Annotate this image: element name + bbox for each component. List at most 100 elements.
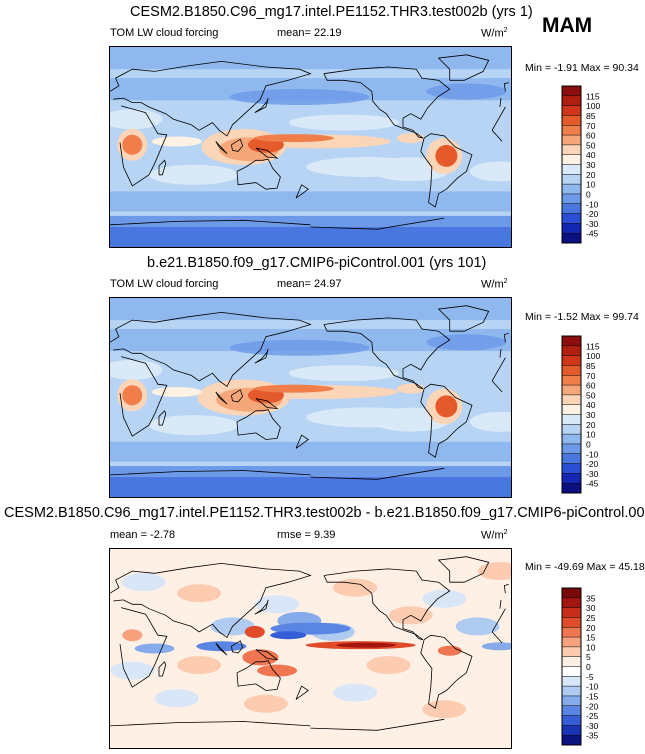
coastline	[503, 333, 509, 343]
field-patch	[121, 573, 166, 592]
colorbar-label: 100	[586, 351, 600, 361]
field-patch	[122, 134, 143, 155]
colorbar-label: -15	[586, 691, 599, 701]
colorbar-label: 10	[586, 430, 596, 440]
colorbar-label: 35	[586, 593, 596, 603]
coastline	[255, 147, 279, 159]
field-patch	[110, 661, 155, 680]
colorbar-label: 30	[586, 410, 596, 420]
colorbar-label: 115	[586, 341, 600, 351]
colorbar-label: 60	[586, 381, 596, 391]
colorbar-box	[562, 627, 581, 638]
colorbar-label: 10	[586, 180, 596, 190]
field-patch	[396, 133, 425, 144]
colorbar-label: 20	[586, 420, 596, 430]
panel-2-map	[109, 297, 512, 498]
colorbar-box	[562, 144, 581, 155]
colorbar-label: 25	[586, 613, 596, 623]
field-patch	[257, 664, 298, 677]
field-band	[110, 47, 511, 70]
colorbar-box	[562, 213, 581, 224]
field-patch	[229, 89, 370, 105]
field-patch	[151, 136, 202, 147]
colorbar-box	[562, 607, 581, 618]
field-patch	[336, 642, 397, 648]
colorbar-label: 15	[586, 633, 596, 643]
colorbar-label: 30	[586, 160, 596, 170]
field-patch	[426, 334, 507, 351]
coastline	[158, 159, 167, 176]
field-band	[110, 441, 511, 462]
field-patch	[288, 365, 399, 382]
colorbar-box	[562, 86, 581, 96]
colorbar-box	[562, 656, 581, 667]
colorbar-box	[562, 686, 581, 696]
panel-2-units-sup: 2	[503, 278, 508, 285]
colorbar-label: -45	[586, 229, 599, 239]
panel-3-map-svg	[110, 549, 511, 748]
coastline	[119, 356, 506, 437]
coastline	[215, 391, 228, 405]
coastline	[323, 317, 451, 390]
colorbar-box	[562, 115, 581, 126]
field-patch	[469, 161, 511, 182]
field-patch	[469, 411, 511, 432]
colorbar-label: 50	[586, 140, 596, 150]
coastline	[255, 398, 279, 410]
colorbar-box	[562, 434, 581, 444]
colorbar-label: -20	[586, 459, 599, 469]
coastline	[503, 584, 509, 594]
panel-2-minmax: Min = -1.52 Max = 99.74	[525, 311, 639, 323]
colorbar-box	[562, 355, 581, 366]
coastline	[110, 562, 502, 638]
colorbar-label: 20	[586, 623, 596, 633]
colorbar-box	[562, 588, 581, 598]
coastline	[323, 66, 451, 139]
colorbar-box	[562, 695, 581, 706]
panel-3-title: CESM2.B1850.C96_mg17.intel.PE1152.THR3.t…	[4, 505, 645, 521]
coastline	[110, 718, 445, 731]
coastline	[110, 311, 502, 387]
colorbar-box	[562, 676, 581, 687]
field-patch	[481, 642, 511, 651]
colorbar-label: -30	[586, 469, 599, 479]
field-band	[110, 227, 511, 247]
coastline	[236, 660, 281, 691]
field-patch	[242, 649, 279, 666]
coastline	[110, 217, 445, 230]
field-patch	[122, 629, 143, 642]
colorbar-label: -30	[586, 219, 599, 229]
coastline	[231, 138, 244, 152]
colorbar-box	[562, 385, 581, 395]
colorbar-box	[562, 105, 581, 116]
colorbar-label: 60	[586, 131, 596, 141]
panel-2-title: b.e21.B1850.f09_g17.CMIP6-piControl.001 …	[147, 255, 487, 271]
field-patch	[333, 578, 378, 597]
colorbar-box	[562, 336, 581, 346]
colorbar-label: 0	[586, 439, 591, 449]
colorbar-label: 5	[586, 652, 591, 662]
field-patch	[455, 617, 500, 636]
field-patch	[288, 114, 399, 131]
panel-2-mean: mean= 24.97	[277, 278, 342, 290]
panel-1-variable: TOM LW cloud forcing	[110, 27, 219, 39]
colorbar-box	[562, 735, 581, 745]
colorbar-box	[562, 365, 581, 376]
field-patch	[134, 643, 175, 654]
panel-3-map	[109, 548, 512, 749]
colorbar-box	[562, 193, 581, 204]
colorbar-label: -10	[586, 199, 599, 209]
colorbar-label: -5	[586, 672, 594, 682]
colorbar-label: -35	[586, 731, 599, 741]
field-patch	[253, 384, 334, 393]
colorbar-box	[562, 203, 581, 214]
coastline	[231, 389, 244, 403]
colorbar-box	[562, 95, 581, 106]
colorbar-label: 0	[586, 662, 591, 672]
panel-3-units-base: W/m	[481, 529, 504, 542]
field-band	[110, 477, 511, 497]
colorbar-box	[562, 154, 581, 165]
colorbar-box	[562, 725, 581, 736]
field-patch	[244, 625, 265, 638]
